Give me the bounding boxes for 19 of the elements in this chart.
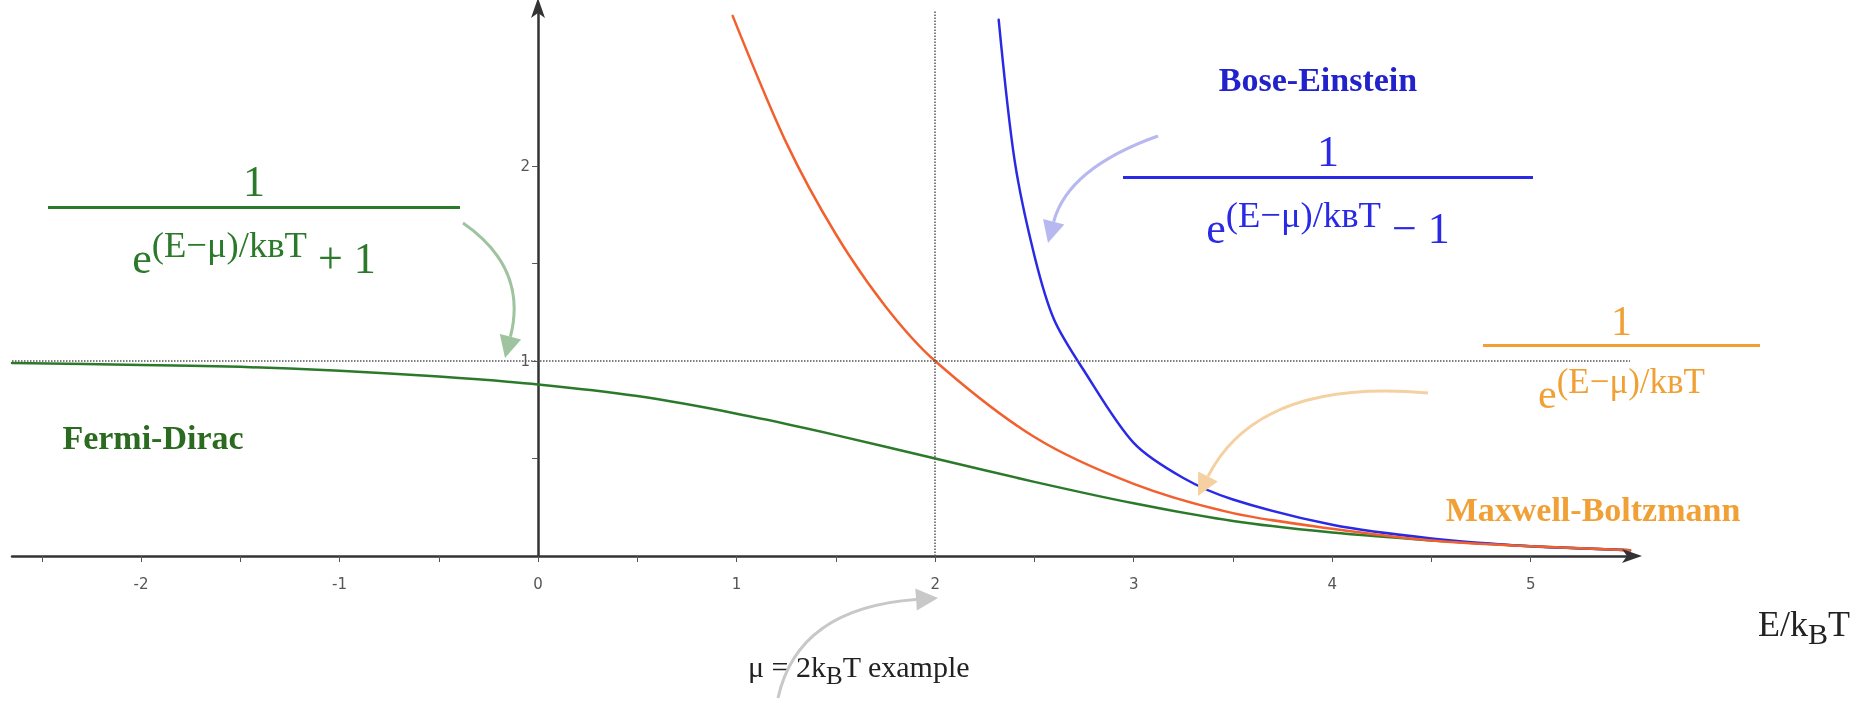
x-tick-label: 4 bbox=[1327, 574, 1337, 593]
text: μ = 2k$_{B}$T example bbox=[748, 650, 970, 689]
annotation: e$^{(E−μ)/kʙT}$ − 1 bbox=[1206, 194, 1450, 254]
x-tick-label: 2 bbox=[930, 574, 940, 593]
series-label: Maxwell-Boltzmann bbox=[1445, 491, 1741, 529]
annotation: e$^{(E−μ)/kʙT}$ bbox=[1538, 362, 1705, 418]
x-tick-label: -2 bbox=[133, 574, 149, 593]
annotation: e$^{(E−μ)/kʙT}$ + 1 bbox=[132, 224, 376, 284]
x-tick-label: 5 bbox=[1525, 574, 1536, 593]
x-axis-title: E/k$_{B}$T bbox=[1758, 604, 1851, 651]
x-tick-label: 3 bbox=[1128, 574, 1139, 593]
x-tick-label: 0 bbox=[533, 574, 543, 593]
x-tick-label: 1 bbox=[731, 574, 742, 593]
annotation: 1 bbox=[1611, 298, 1632, 344]
annotation: 1 bbox=[243, 157, 265, 206]
series-label: Fermi-Dirac bbox=[62, 419, 244, 457]
text: Bose-Einstein bbox=[1218, 61, 1418, 99]
annotation: 1 bbox=[1317, 127, 1339, 176]
x-tick-label: -1 bbox=[332, 574, 348, 593]
